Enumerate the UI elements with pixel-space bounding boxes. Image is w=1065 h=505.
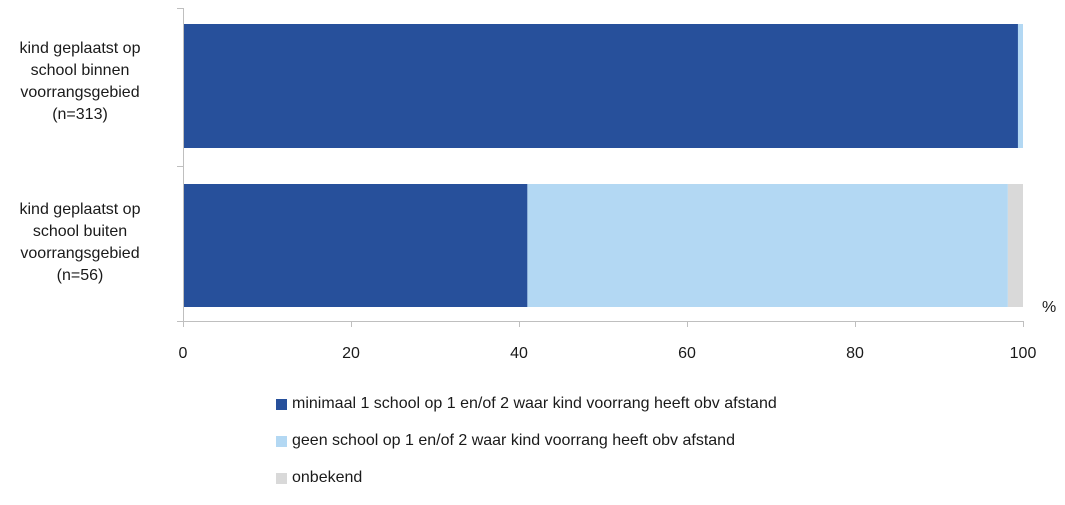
legend-label-1: geen school op 1 en/of 2 waar kind voorr…	[292, 432, 735, 449]
legend-item-2: onbekend	[276, 468, 777, 488]
legend: minimaal 1 school op 1 en/of 2 waar kind…	[276, 394, 777, 505]
bar-1-series-0	[183, 184, 528, 307]
bar-1-series-2	[1007, 184, 1023, 307]
x-axis-unit: %	[1042, 299, 1057, 316]
x-tick-label-3: 60	[678, 345, 696, 362]
legend-swatch-2	[276, 472, 287, 484]
x-tick-label-1: 20	[342, 345, 360, 362]
legend-swatch-1	[276, 435, 287, 447]
x-tick-label-0: 0	[179, 345, 188, 362]
legend-label-0: minimaal 1 school op 1 en/of 2 waar kind…	[292, 395, 777, 412]
legend-swatch-0	[276, 398, 287, 410]
plot-area: 0 20 40 60 80 100	[177, 8, 1037, 362]
bar-0-series-1	[1017, 24, 1023, 148]
category-label-1: kind geplaatst op school buiten voorrang…	[19, 201, 141, 284]
x-tick-label-5: 100	[1010, 345, 1037, 362]
legend-item-0: minimaal 1 school op 1 en/of 2 waar kind…	[276, 394, 777, 414]
bar-1-series-1	[527, 184, 1008, 307]
category-label-0: kind geplaatst op school binnen voorrang…	[19, 40, 141, 123]
x-tick-label-4: 80	[846, 345, 864, 362]
bar-0-series-0	[183, 24, 1018, 148]
legend-label-2: onbekend	[292, 469, 363, 486]
legend-item-1: geen school op 1 en/of 2 waar kind voorr…	[276, 431, 777, 451]
chart: 0 20 40 60 80 100 kind geplaatst op school bi…	[19, 8, 1057, 486]
x-tick-label-2: 40	[510, 345, 528, 362]
